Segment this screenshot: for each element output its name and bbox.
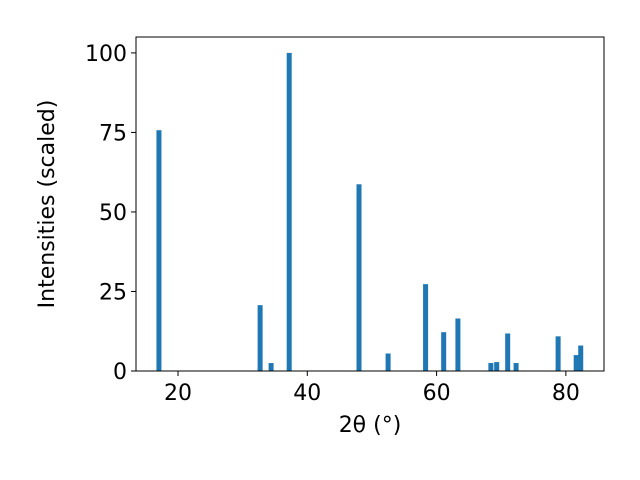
y-tick-label: 100 [85,42,127,67]
bar [488,363,494,371]
y-tick-label: 50 [99,201,127,226]
bar [455,318,461,371]
x-axis-label: 2θ (°) [339,413,402,438]
bar [156,130,162,371]
y-axis-label: Intensities (scaled) [35,100,60,309]
bar [505,333,511,371]
y-tick-label: 25 [99,280,127,305]
x-tick-label: 80 [552,381,580,406]
bar [441,332,447,371]
bar [423,284,429,371]
bar [257,305,263,371]
bar [356,184,362,371]
bar [286,52,292,372]
x-tick-label: 20 [164,381,192,406]
bar [573,355,579,371]
x-tick-label: 60 [423,381,451,406]
bar [494,362,500,371]
bar [268,363,274,371]
bar [513,363,519,371]
x-tick-label: 40 [293,381,321,406]
y-tick-label: 75 [99,121,127,146]
bar [555,336,561,371]
bar [385,353,391,371]
plot-frame [135,36,605,372]
y-tick-label: 0 [113,360,127,385]
bar [578,345,584,371]
